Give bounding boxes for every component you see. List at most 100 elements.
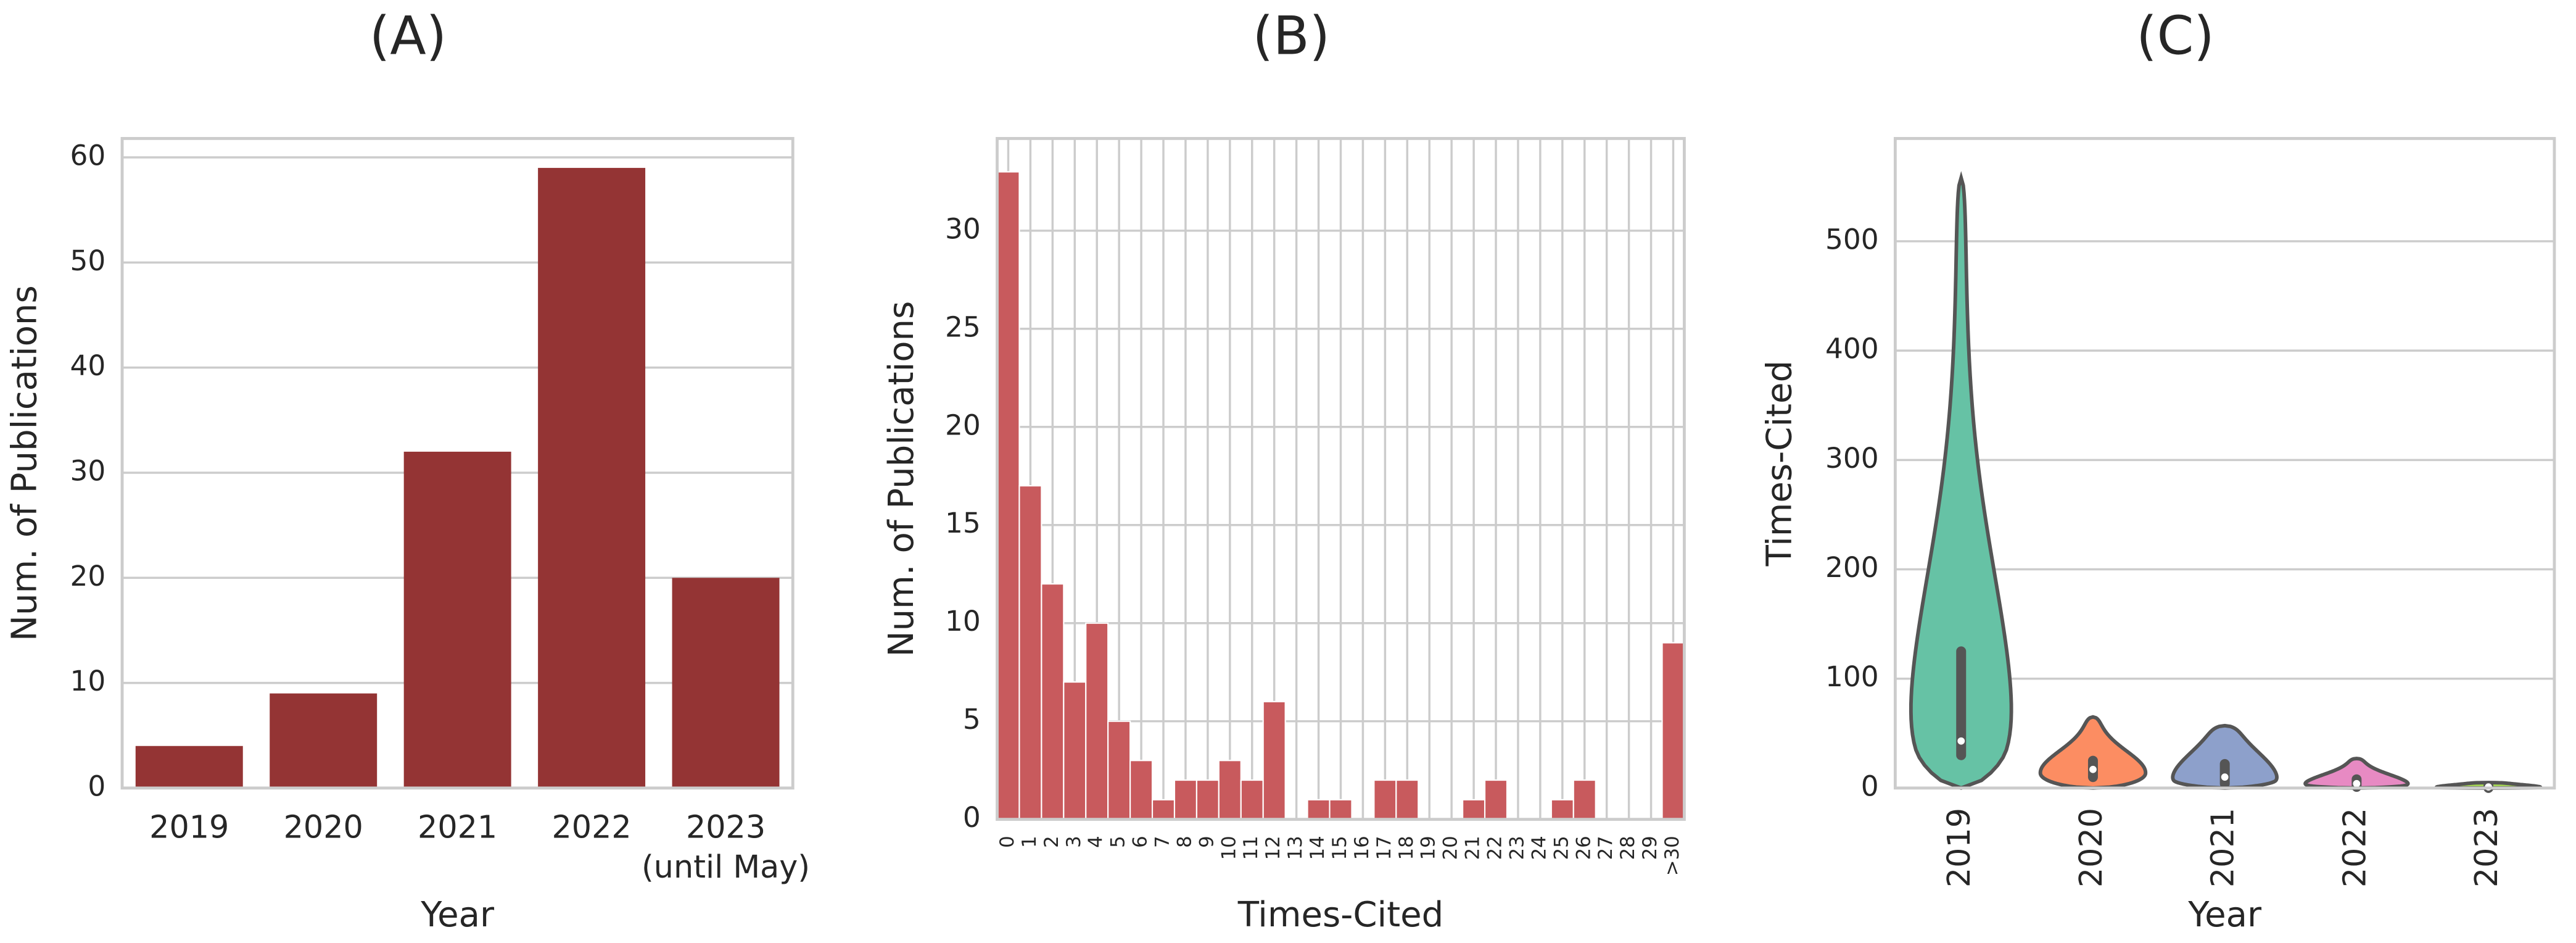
- bar: [1373, 779, 1397, 820]
- violin-body: [2303, 757, 2410, 790]
- x-tick-label: 20: [1440, 836, 1462, 860]
- violin-body: [2171, 723, 2279, 790]
- x-tick-label: 22: [1484, 836, 1506, 860]
- violin-body: [1909, 171, 2013, 791]
- bar: [996, 171, 1020, 820]
- x-tick-label: 27: [1595, 836, 1617, 860]
- x-tick-label: 24: [1528, 836, 1550, 860]
- bar: [1018, 485, 1042, 820]
- x-tick-label: 15: [1329, 836, 1351, 860]
- x-tick-label: 29: [1639, 836, 1661, 860]
- y-tick-label: 10: [70, 665, 106, 697]
- x-tick-label: 12: [1262, 836, 1284, 860]
- y-tick-label: 30: [945, 212, 981, 245]
- x-tick-label: 5: [1107, 836, 1129, 848]
- x-tick-label: 1: [1018, 836, 1041, 848]
- bar: [1195, 779, 1220, 820]
- x-tick-label: 2021: [2205, 808, 2241, 887]
- x-tick-label: 19: [1418, 836, 1440, 860]
- bar: [1063, 681, 1087, 820]
- x-tick-label: 16: [1351, 836, 1373, 860]
- y-tick-label: 25: [945, 310, 981, 343]
- y-tick-label: 50: [70, 244, 106, 277]
- x-tick-label: 18: [1395, 836, 1418, 860]
- x-tick-label: 7: [1152, 836, 1174, 848]
- chart-title: (B): [1253, 6, 1330, 67]
- x-tick-label: 25: [1550, 836, 1572, 860]
- x-tick-label: >30: [1661, 836, 1683, 876]
- y-tick-label: 0: [1861, 770, 1879, 802]
- x-tick-label: 14: [1307, 836, 1329, 860]
- y-axis-label: Num. of Publications: [5, 285, 45, 641]
- x-tick-label: 17: [1373, 836, 1395, 860]
- x-tick-label: 3: [1063, 836, 1085, 848]
- x-axis-label: Times-Cited: [1237, 895, 1444, 935]
- x-tick-label: 6: [1129, 836, 1152, 848]
- x-tick-label: 26: [1572, 836, 1595, 860]
- x-tick-label: 23: [1506, 836, 1528, 860]
- x-tick-label: 2021: [418, 809, 497, 845]
- y-tick-label: 100: [1825, 660, 1879, 693]
- x-axis-label: Year: [2187, 895, 2262, 935]
- x-tick-label: 4: [1085, 836, 1107, 848]
- y-tick-label: 200: [1825, 551, 1879, 584]
- bar: [403, 451, 511, 788]
- bar: [538, 168, 646, 788]
- y-tick-label: 10: [945, 605, 981, 638]
- violin-median: [1957, 737, 1965, 745]
- bar: [1307, 799, 1331, 820]
- plot-frame: [996, 136, 1686, 821]
- y-tick-label: 300: [1825, 442, 1879, 475]
- y-tick-label: 40: [70, 349, 106, 382]
- plot-frame: [120, 136, 795, 790]
- y-axis-label: Num. of Publications: [881, 301, 922, 657]
- x-axis-label: Year: [420, 895, 495, 935]
- x-tick-label: 21: [1462, 836, 1484, 860]
- y-tick-label: 15: [945, 507, 981, 539]
- violin-median: [2221, 773, 2229, 781]
- bar: [1085, 622, 1109, 820]
- x-tick-label: 2023 (until May): [642, 809, 810, 885]
- y-tick-label: 400: [1825, 333, 1879, 365]
- y-tick-label: 20: [945, 409, 981, 441]
- bar: [1329, 799, 1353, 820]
- chart-title: (A): [369, 6, 447, 67]
- x-tick-label: 2019: [1941, 808, 1977, 887]
- x-tick-label: 2022: [552, 809, 632, 845]
- x-tick-label: 28: [1617, 836, 1639, 860]
- violin-median: [2353, 779, 2361, 787]
- bar: [672, 578, 780, 788]
- x-tick-label: 8: [1173, 836, 1195, 848]
- y-tick-label: 60: [70, 139, 106, 172]
- bar: [1041, 583, 1065, 820]
- x-tick-label: 2020: [2073, 808, 2109, 887]
- bar: [1129, 760, 1154, 820]
- bar: [1572, 779, 1596, 820]
- y-tick-label: 5: [963, 703, 981, 736]
- x-tick-label: 2022: [2336, 808, 2372, 887]
- y-tick-label: 500: [1825, 223, 1879, 255]
- bar: [1484, 779, 1508, 820]
- plot-frame: [1893, 136, 2556, 790]
- bar: [1395, 779, 1419, 820]
- bar: [1240, 779, 1264, 820]
- y-tick-label: 0: [88, 770, 105, 802]
- bar: [1550, 799, 1574, 820]
- y-tick-label: 0: [963, 801, 981, 834]
- x-tick-label: 11: [1240, 836, 1262, 860]
- y-tick-label: 30: [70, 454, 106, 487]
- bar: [135, 746, 243, 788]
- bar: [1107, 720, 1131, 820]
- violin-body: [2038, 715, 2148, 790]
- chart-title: (C): [2136, 6, 2214, 67]
- x-tick-label: 13: [1284, 836, 1307, 860]
- x-tick-label: 2019: [149, 809, 229, 845]
- x-tick-label: 2020: [284, 809, 363, 845]
- bar: [1262, 700, 1286, 820]
- bar: [270, 693, 378, 788]
- bar: [1462, 799, 1486, 820]
- y-tick-label: 20: [70, 560, 106, 592]
- y-axis-label: Times-Cited: [1760, 360, 1800, 567]
